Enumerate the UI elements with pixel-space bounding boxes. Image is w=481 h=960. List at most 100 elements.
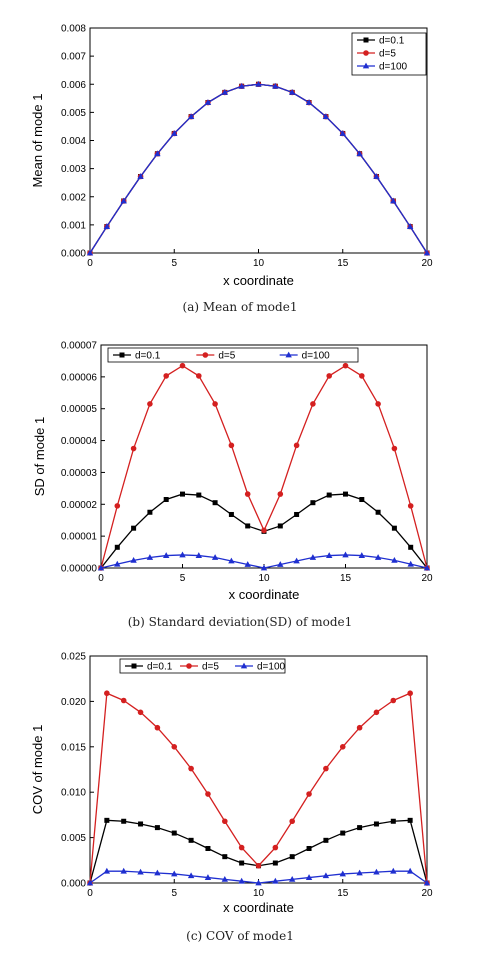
data-point <box>356 150 363 157</box>
y-tick-label: 0.005 <box>61 108 86 119</box>
data-point <box>154 825 160 831</box>
data-point <box>289 875 296 882</box>
data-point <box>222 854 228 860</box>
data-point <box>228 557 235 564</box>
y-tick-label: 0.006 <box>61 80 86 91</box>
data-point <box>358 552 365 558</box>
y-tick-label: 0.002 <box>61 192 86 203</box>
data-point <box>238 877 245 884</box>
data-point <box>277 491 284 497</box>
data-point <box>326 373 333 379</box>
legend-marker <box>202 352 209 358</box>
series-line-d5 <box>89 83 428 254</box>
data-point <box>407 817 413 823</box>
data-point <box>342 551 349 558</box>
data-point <box>137 868 144 875</box>
data-point <box>97 564 105 571</box>
legend-label: d=0.1 <box>135 351 161 362</box>
data-point <box>305 874 313 880</box>
data-point <box>373 821 379 827</box>
data-point <box>260 564 268 571</box>
data-point <box>188 837 194 843</box>
data-point <box>147 509 153 515</box>
data-point <box>163 552 170 558</box>
data-point <box>163 373 169 379</box>
data-point <box>121 818 127 824</box>
data-point <box>342 362 349 369</box>
data-point <box>322 872 330 879</box>
data-point <box>146 554 154 560</box>
data-point <box>222 818 228 825</box>
plot-frame <box>100 344 428 569</box>
data-point <box>212 500 218 506</box>
data-point <box>326 492 332 498</box>
data-point <box>272 877 279 884</box>
series-line-d100 <box>89 83 428 254</box>
data-point <box>114 560 121 567</box>
x-tick-label: 0 <box>87 888 93 899</box>
y-tick-label: 0.007 <box>61 52 86 63</box>
data-point <box>114 544 120 550</box>
data-point <box>423 879 431 886</box>
data-point <box>138 821 144 827</box>
x-axis-label: x coordinate <box>223 900 294 915</box>
plot-frame <box>89 655 428 884</box>
data-point <box>154 150 161 157</box>
y-tick-label: 0.00006 <box>61 372 98 383</box>
legend-label: d=5 <box>218 351 235 362</box>
data-point <box>277 523 283 529</box>
y-axis-label: Mean of mode 1 <box>30 94 45 188</box>
data-point <box>339 870 346 877</box>
data-point <box>322 113 330 119</box>
data-point <box>408 544 414 550</box>
legend-marker <box>186 663 192 669</box>
x-tick-label: 0 <box>98 573 104 584</box>
data-point <box>294 511 300 517</box>
figure-caption: (b) Standard deviation(SD) of mode1 <box>128 615 353 629</box>
data-point <box>375 401 381 407</box>
data-point <box>179 362 186 369</box>
data-point <box>293 557 300 564</box>
data-point <box>390 697 397 704</box>
x-axis-label: x coordinate <box>229 587 300 602</box>
y-tick-label: 0.008 <box>61 24 86 35</box>
data-point <box>239 860 245 866</box>
data-point <box>406 867 414 874</box>
data-point <box>103 223 111 229</box>
x-tick-label: 10 <box>253 258 265 269</box>
chart-panel-2: 0 5 10 15 20 0.00000 0.00001 0.00002 0.00003 0.00… <box>32 341 433 630</box>
legend-box <box>107 347 359 363</box>
data-point <box>357 825 363 831</box>
data-point <box>356 724 363 731</box>
data-point <box>306 845 312 851</box>
y-tick-label: 0.00007 <box>61 341 98 352</box>
legend-marker <box>131 663 137 669</box>
y-tick-label: 0.00004 <box>61 436 98 447</box>
x-tick-label: 5 <box>171 888 177 899</box>
data-point <box>137 709 144 716</box>
legend-label: d=0.1 <box>379 36 405 47</box>
data-point <box>104 817 110 823</box>
data-point <box>373 709 380 716</box>
data-point <box>407 503 414 509</box>
x-tick-label: 20 <box>421 573 433 584</box>
y-tick-label: 0.025 <box>61 652 86 663</box>
x-axis-label: x coordinate <box>223 273 294 288</box>
legend-box <box>119 658 286 674</box>
legend-marker <box>363 50 369 56</box>
y-tick-label: 0.00001 <box>61 532 98 543</box>
data-point <box>114 503 121 509</box>
y-tick-label: 0.003 <box>61 164 86 175</box>
data-point <box>390 867 397 874</box>
data-point <box>163 497 169 503</box>
data-point <box>272 860 278 866</box>
x-tick-label: 15 <box>337 888 349 899</box>
data-point <box>86 879 94 886</box>
data-point <box>154 724 161 731</box>
data-point <box>245 523 251 529</box>
data-point <box>391 525 397 531</box>
data-point <box>120 697 127 704</box>
data-point <box>305 99 313 105</box>
data-point <box>244 561 251 567</box>
data-point <box>137 173 144 179</box>
